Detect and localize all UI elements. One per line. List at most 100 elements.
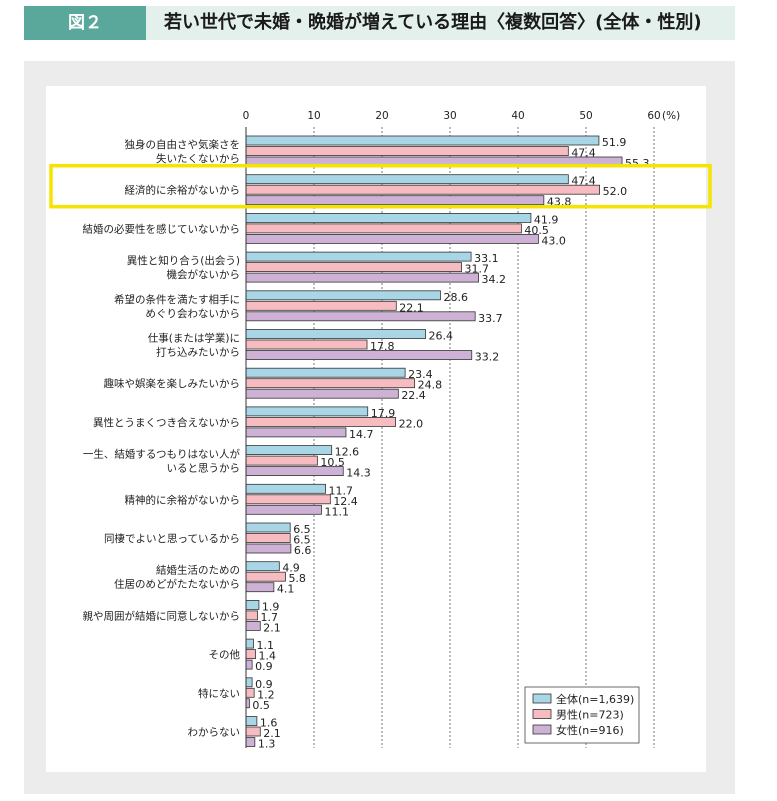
- value-label-11-series-2: 4.1: [277, 583, 295, 596]
- value-label-4-series-2: 33.7: [478, 312, 503, 325]
- bar-11-series-2: [245, 582, 275, 593]
- highlight-frame: [49, 163, 712, 209]
- bar-3-series-0: [245, 251, 472, 262]
- bar-2-series-0: [245, 212, 532, 223]
- category-label-2: 結婚の必要性を感じていないから: [83, 222, 241, 235]
- value-label-0-series-1: 47.4: [571, 147, 596, 160]
- bar-13-series-1: [245, 649, 256, 659]
- bar-14-series-1: [245, 687, 255, 698]
- bar-9-series-1: [245, 494, 331, 505]
- category-label-7: 異性とうまくつき合えないから: [93, 416, 240, 429]
- legend-label-0: 全体(n=1,639): [556, 692, 634, 706]
- category-label-4-line-1: めぐり会わないから: [146, 307, 241, 320]
- value-label-13-series-1: 1.4: [259, 650, 277, 663]
- value-label-1-series-0: 47.4: [571, 175, 596, 188]
- value-label-2-series-0: 41.9: [534, 213, 559, 226]
- value-label-15-series-2: 1.3: [258, 738, 276, 751]
- value-label-0-series-2: 55.3: [625, 157, 650, 170]
- value-label-3-series-0: 33.1: [474, 252, 499, 265]
- category-label-10: 同棲でよいと思っているから: [104, 532, 240, 545]
- value-label-9-series-1: 12.4: [333, 495, 358, 508]
- bar-3-series-1: [245, 262, 462, 273]
- bar-12-series-0: [245, 600, 260, 610]
- category-label-8-line-0: 一生、結婚するつもりはない人が: [83, 448, 241, 461]
- bar-1-series-2: [245, 195, 545, 206]
- category-label-11-line-1: 住居のめどがたたないから: [114, 578, 240, 591]
- value-label-2-series-1: 40.5: [524, 224, 549, 237]
- category-label-8-line-1: いると思うから: [167, 463, 241, 475]
- x-tick-label-2: 20: [375, 110, 388, 122]
- value-label-15-series-0: 1.6: [260, 717, 278, 730]
- value-label-9-series-2: 11.1: [324, 505, 349, 518]
- bar-8-series-2: [245, 466, 344, 477]
- bar-7-series-0: [245, 406, 369, 417]
- value-label-2-series-2: 43.0: [541, 234, 566, 247]
- bar-11-series-0: [245, 561, 280, 572]
- legend-swatch-1: [532, 709, 552, 719]
- category-label-6: 趣味や娯楽を楽しみたいから: [104, 377, 241, 390]
- value-label-5-series-1: 17.8: [370, 340, 395, 353]
- bar-1-series-1: [245, 184, 601, 195]
- value-label-5-series-0: 26.4: [429, 330, 454, 343]
- value-label-6-series-1: 24.8: [418, 379, 443, 392]
- value-label-13-series-0: 1.1: [256, 639, 274, 652]
- category-label-9: 精神的に余裕がないから: [125, 493, 241, 506]
- value-label-12-series-0: 1.9: [262, 600, 280, 613]
- bar-6-series-1: [245, 378, 416, 389]
- category-label-3-line-0: 異性と知り合う(出会う): [127, 254, 240, 267]
- category-label-3-line-1: 機会がないから: [167, 268, 241, 281]
- category-label-11-line-0: 結婚生活のための: [156, 564, 240, 577]
- bar-8-series-0: [245, 445, 333, 456]
- value-label-13-series-2: 0.9: [255, 660, 273, 673]
- bar-0-series-0: [245, 135, 600, 146]
- bar-14-series-0: [245, 677, 253, 688]
- bar-12-series-2: [245, 621, 261, 631]
- value-label-8-series-0: 12.6: [335, 446, 360, 459]
- bar-5-series-1: [245, 339, 368, 350]
- category-label-1: 経済的に余裕がないから: [125, 184, 241, 197]
- value-label-11-series-0: 4.9: [282, 562, 300, 575]
- figure-header: 図２ 若い世代で未婚・晩婚が増えている理由〈複数回答〉(全体・性別): [24, 6, 735, 40]
- x-tick-label-4: 40: [511, 110, 524, 122]
- value-label-11-series-1: 5.8: [288, 572, 306, 585]
- bar-4-series-1: [245, 300, 397, 311]
- bar-5-series-2: [245, 350, 473, 360]
- category-label-5-line-1: 打ち込みたいから: [156, 346, 240, 359]
- value-label-0-series-0: 51.9: [602, 136, 627, 149]
- x-tick-label-5: 50: [579, 110, 592, 122]
- legend-label-1: 男性(n=723): [556, 708, 624, 722]
- bar-15-series-2: [245, 737, 256, 747]
- x-tick-label-6: 60: [647, 110, 660, 122]
- category-label-14: 特にない: [198, 688, 240, 700]
- value-label-14-series-2: 0.5: [252, 699, 270, 712]
- legend-swatch-0: [532, 693, 552, 704]
- figure-title-box: 若い世代で未婚・晩婚が増えている理由〈複数回答〉(全体・性別): [146, 6, 735, 40]
- bar-7-series-2: [245, 427, 347, 438]
- bar-9-series-0: [245, 483, 326, 494]
- bar-15-series-1: [245, 726, 261, 737]
- figure-title: 若い世代で未婚・晩婚が増えている理由〈複数回答〉(全体・性別): [164, 12, 702, 33]
- bar-15-series-0: [245, 716, 258, 726]
- bar-1-series-0: [245, 174, 569, 185]
- bar-14-series-2: [245, 698, 250, 709]
- x-tick-label-3: 30: [443, 110, 456, 122]
- value-label-3-series-2: 34.2: [482, 273, 507, 286]
- category-label-13: その他: [209, 648, 241, 661]
- value-label-8-series-1: 10.5: [320, 456, 345, 469]
- value-label-6-series-0: 23.4: [408, 368, 433, 381]
- value-label-7-series-2: 14.7: [349, 428, 374, 441]
- value-label-7-series-1: 22.0: [399, 417, 424, 430]
- bar-10-series-2: [245, 543, 292, 554]
- bar-6-series-0: [245, 367, 406, 378]
- value-label-6-series-2: 22.4: [401, 389, 426, 402]
- value-label-9-series-0: 11.7: [329, 484, 354, 497]
- bar-7-series-1: [245, 416, 397, 427]
- value-label-10-series-0: 6.5: [293, 523, 311, 536]
- x-unit-label: (%): [662, 110, 680, 122]
- category-label-5-line-0: 仕事(または学業)に: [148, 332, 240, 345]
- bar-10-series-1: [245, 533, 291, 543]
- category-label-0-line-1: 失いたくないから: [156, 152, 240, 165]
- bar-2-series-2: [245, 233, 539, 244]
- bar-3-series-2: [245, 272, 479, 283]
